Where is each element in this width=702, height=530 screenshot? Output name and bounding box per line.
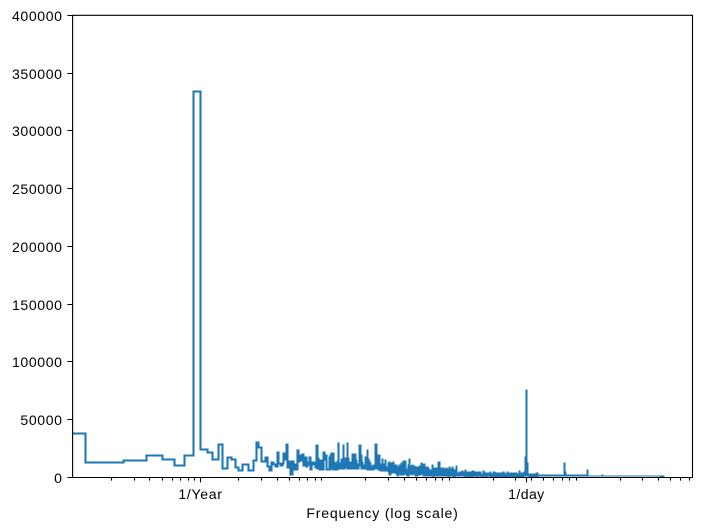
svg-text:200000: 200000 [12,239,63,255]
svg-text:350000: 350000 [12,66,63,82]
svg-text:400000: 400000 [12,8,63,24]
svg-text:100000: 100000 [12,354,63,370]
svg-text:300000: 300000 [12,123,63,139]
svg-text:1/Year: 1/Year [178,486,222,502]
svg-text:250000: 250000 [12,181,63,197]
svg-text:50000: 50000 [20,412,62,428]
svg-text:150000: 150000 [12,297,63,313]
svg-text:0: 0 [54,470,62,486]
svg-text:Frequency (log scale): Frequency (log scale) [306,505,458,521]
svg-text:1/day: 1/day [508,486,545,502]
